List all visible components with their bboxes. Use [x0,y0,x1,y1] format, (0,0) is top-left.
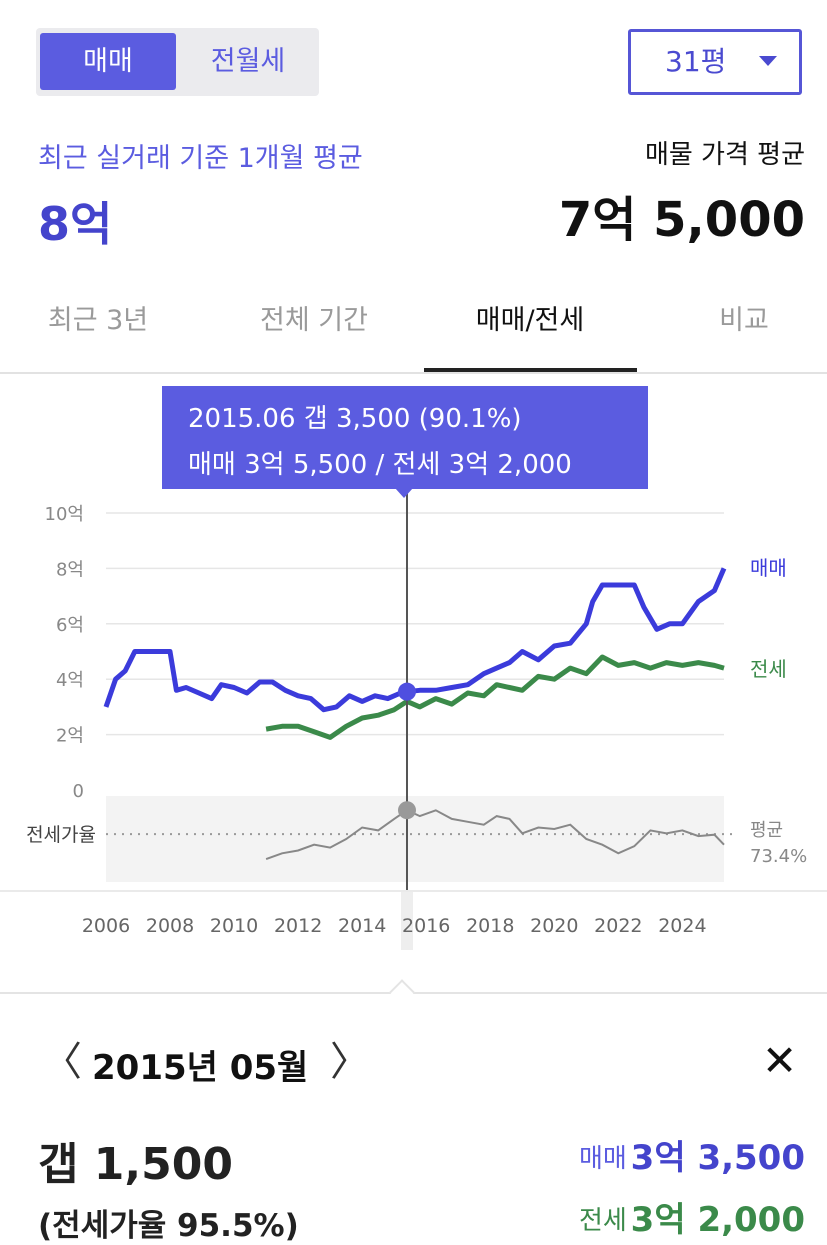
size-dropdown-value: 31평 [665,45,727,78]
detail-sale-value: 3억 3,500 [630,1138,805,1178]
prev-month-icon[interactable]: 〈 [42,1039,82,1085]
chart-bottom-divider [0,890,827,892]
cursor-highlight [400,890,413,950]
tab-rent[interactable]: 전월세 [210,46,286,77]
x-tick-label: 2012 [274,915,322,937]
cursor-dot-ratio [397,801,416,820]
tab-compare[interactable]: 비교 [719,305,769,336]
x-tick-label: 2018 [466,915,514,937]
tab-recent-3y[interactable]: 최근 3년 [47,305,149,336]
y-tick-label: 10억 [45,504,84,525]
trade-type-toggle: 매매 전월세 [36,28,319,96]
y-tick-label: 4억 [56,670,84,691]
x-tick-label: 2016 [402,915,450,937]
close-icon[interactable]: ✕ [762,1036,798,1085]
series-label-jeonse: 전세 [750,657,787,681]
x-tick-label: 2020 [530,915,578,937]
detail-ratio: (전세가율 95.5%) [38,1208,299,1244]
series-label-sale: 매매 [750,556,787,580]
jeonse-line [265,654,725,740]
next-month-icon[interactable]: 〉 [330,1039,370,1085]
x-tick-label: 2006 [82,915,130,937]
detail-jeonse-label: 전세 [579,1206,627,1236]
cursor-dot-sale [397,682,416,701]
tab-active-underline [424,368,637,372]
y-tick-label: 0 [73,781,84,802]
tooltip-arrow [395,488,413,498]
chart-tooltip: 2015.06 갭 3,500 (90.1%) 매매 3억 5,500 / 전세… [162,386,648,489]
x-tick-label: 2008 [146,915,194,937]
tab-sale-jeonse[interactable]: 매매/전세 [475,305,585,336]
detail-month: 2015년 05월 [92,1048,309,1088]
x-tick-label: 2014 [338,915,386,937]
tooltip-line-2: 매매 3억 5,500 / 전세 3억 2,000 [188,450,572,480]
size-dropdown[interactable]: 31평 [628,29,802,95]
x-tick-label: 2024 [658,915,706,937]
tab-sale[interactable]: 매매 [40,33,176,90]
recent-price-value: 8억 [38,197,113,251]
x-tick-label: 2022 [594,915,642,937]
y-tick-label: 2억 [56,726,84,747]
detail-gap: 갭 1,500 [38,1139,233,1190]
price-chart[interactable]: 10억 8억 6억 4억 2억 0 전세가율 평균 73.4% 매매 전세 2006 200… [0,480,827,950]
caret-down-icon [759,56,777,66]
tooltip-line-1: 2015.06 갭 3,500 (90.1%) [188,404,522,434]
y-tick-label: 6억 [56,615,84,636]
x-tick-label: 2010 [210,915,258,937]
tab-divider [0,372,827,374]
detail-notch [389,979,415,1005]
listing-price-value: 7억 5,000 [558,192,805,248]
listing-price-label: 매물 가격 평균 [644,140,805,170]
tab-all-period[interactable]: 전체 기간 [260,305,368,336]
ratio-average-label: 평균 [750,820,783,841]
detail-jeonse-value: 3억 2,000 [630,1200,805,1240]
detail-sale-label: 매매 [579,1144,627,1174]
recent-price-label: 최근 실거래 기준 1개월 평균 [38,143,363,174]
sale-line [103,567,727,713]
ratio-line [265,809,725,861]
ratio-average-value: 73.4% [750,846,807,867]
y-tick-label: 8억 [56,559,84,580]
ratio-label: 전세가율 [26,824,96,846]
